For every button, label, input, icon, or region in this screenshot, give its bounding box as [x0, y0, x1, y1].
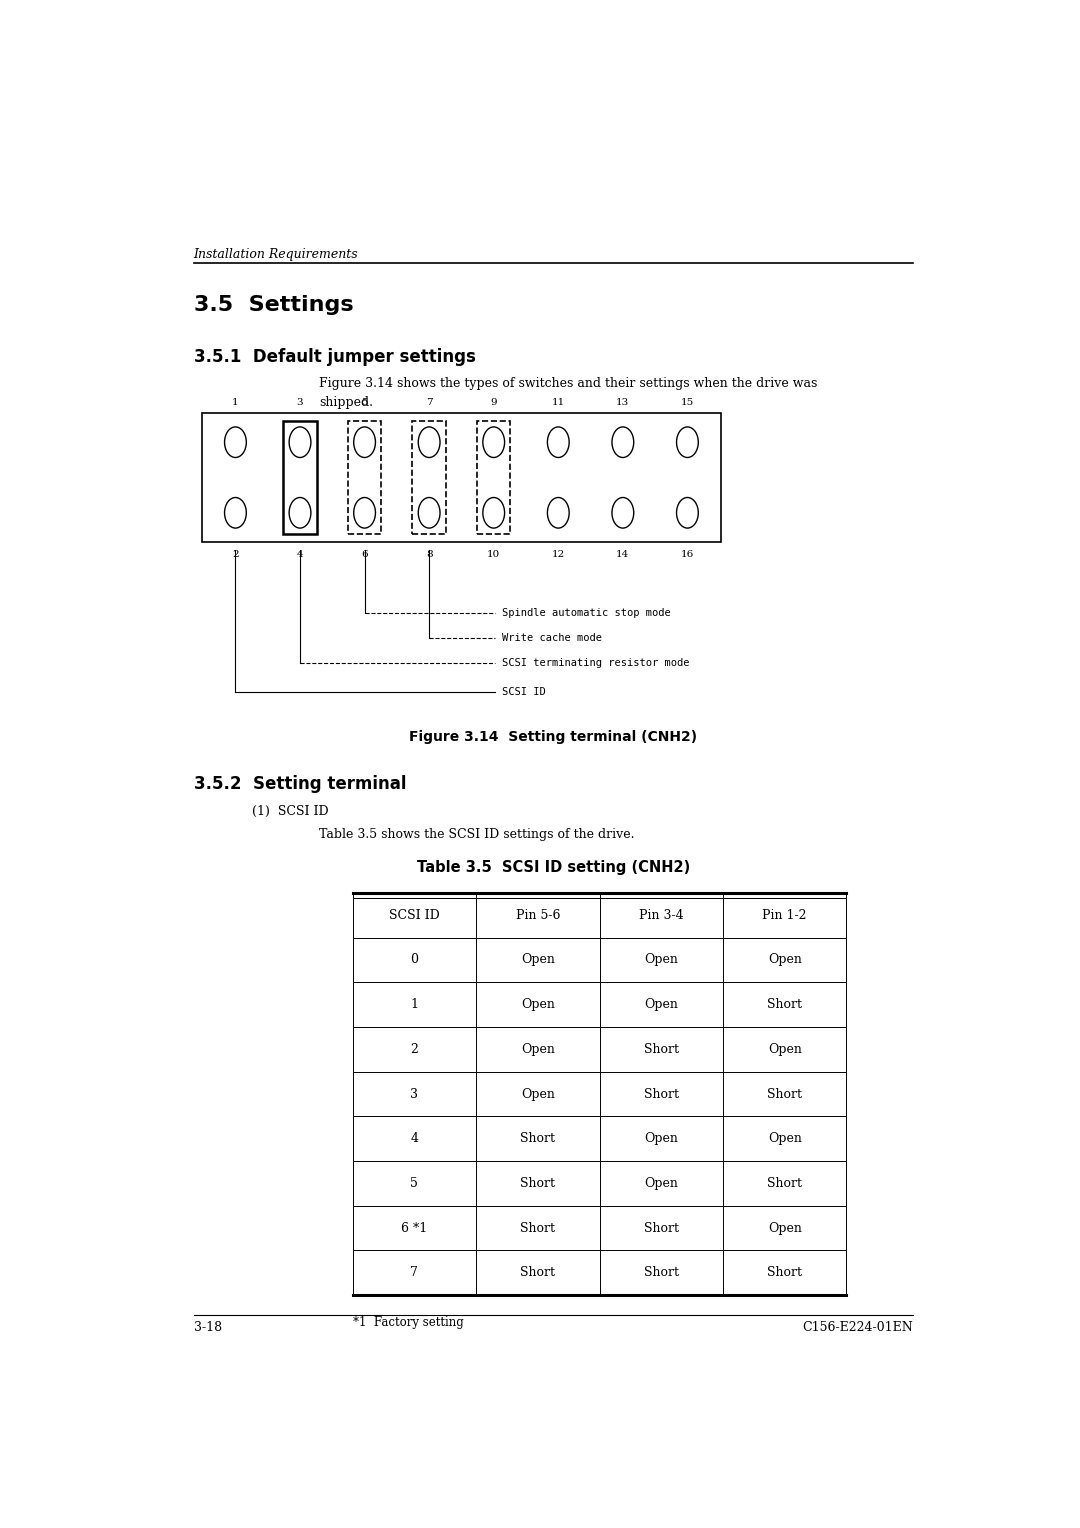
Text: 7: 7: [410, 1267, 418, 1279]
Text: Pin 1-2: Pin 1-2: [762, 909, 807, 921]
Text: 2: 2: [232, 550, 239, 559]
Text: Short: Short: [644, 1088, 678, 1100]
Text: 10: 10: [487, 550, 500, 559]
Text: C156-E224-01EN: C156-E224-01EN: [802, 1322, 914, 1334]
Text: 3.5  Settings: 3.5 Settings: [193, 295, 353, 315]
Text: Open: Open: [645, 953, 678, 966]
Text: Open: Open: [645, 1177, 678, 1190]
Text: Table 3.5  SCSI ID setting (CNH2): Table 3.5 SCSI ID setting (CNH2): [417, 860, 690, 876]
Text: Open: Open: [768, 1222, 801, 1235]
Text: 3-18: 3-18: [193, 1322, 221, 1334]
Text: 2: 2: [410, 1042, 418, 1056]
Text: 4: 4: [410, 1132, 418, 1144]
Text: Short: Short: [521, 1222, 555, 1235]
Text: 4: 4: [297, 550, 303, 559]
Text: Open: Open: [645, 998, 678, 1012]
Text: 5: 5: [410, 1177, 418, 1190]
Text: SCSI ID: SCSI ID: [501, 686, 545, 697]
Text: Table 3.5 shows the SCSI ID settings of the drive.: Table 3.5 shows the SCSI ID settings of …: [320, 828, 635, 840]
Text: Installation Requirements: Installation Requirements: [193, 248, 359, 261]
Text: Short: Short: [644, 1042, 678, 1056]
Text: 3.5.2  Setting terminal: 3.5.2 Setting terminal: [193, 775, 406, 793]
Text: Open: Open: [521, 953, 555, 966]
Text: 6 *1: 6 *1: [402, 1222, 428, 1235]
Text: Short: Short: [767, 1177, 802, 1190]
Text: 7: 7: [426, 397, 432, 406]
Text: 3.5.1  Default jumper settings: 3.5.1 Default jumper settings: [193, 348, 475, 367]
Text: 1: 1: [232, 397, 239, 406]
Text: Open: Open: [521, 1088, 555, 1100]
Text: 13: 13: [617, 397, 630, 406]
Text: Short: Short: [644, 1222, 678, 1235]
Text: Open: Open: [768, 1042, 801, 1056]
Bar: [202, 413, 720, 542]
Text: (1)  SCSI ID: (1) SCSI ID: [253, 805, 328, 817]
Text: Spindle automatic stop mode: Spindle automatic stop mode: [501, 608, 671, 617]
Text: Short: Short: [521, 1177, 555, 1190]
Text: Short: Short: [767, 1088, 802, 1100]
Text: 11: 11: [552, 397, 565, 406]
Text: 9: 9: [490, 397, 497, 406]
Text: 14: 14: [617, 550, 630, 559]
Text: Pin 3-4: Pin 3-4: [639, 909, 684, 921]
Text: Open: Open: [645, 1132, 678, 1144]
Text: Short: Short: [644, 1267, 678, 1279]
Text: Write cache mode: Write cache mode: [501, 633, 602, 642]
Text: Open: Open: [768, 953, 801, 966]
Text: Short: Short: [767, 1267, 802, 1279]
Text: Figure 3.14 shows the types of switches and their settings when the drive was
sh: Figure 3.14 shows the types of switches …: [320, 377, 818, 410]
Text: Short: Short: [521, 1267, 555, 1279]
Bar: [477, 422, 511, 533]
Text: Figure 3.14  Setting terminal (CNH2): Figure 3.14 Setting terminal (CNH2): [409, 730, 698, 744]
Text: Short: Short: [767, 998, 802, 1012]
Text: SCSI terminating resistor mode: SCSI terminating resistor mode: [501, 659, 689, 668]
Bar: [283, 422, 316, 533]
Text: 1: 1: [410, 998, 418, 1012]
Text: Open: Open: [521, 998, 555, 1012]
Text: SCSI ID: SCSI ID: [389, 909, 440, 921]
Text: Open: Open: [521, 1042, 555, 1056]
Text: *1  Factory setting: *1 Factory setting: [352, 1317, 463, 1329]
Text: Pin 5-6: Pin 5-6: [515, 909, 561, 921]
Text: 6: 6: [362, 550, 368, 559]
Text: Open: Open: [768, 1132, 801, 1144]
Text: 12: 12: [552, 550, 565, 559]
Bar: [413, 422, 446, 533]
Text: 16: 16: [680, 550, 694, 559]
Text: 5: 5: [362, 397, 368, 406]
Text: 8: 8: [426, 550, 432, 559]
Text: 15: 15: [680, 397, 694, 406]
Text: Short: Short: [521, 1132, 555, 1144]
Bar: [348, 422, 381, 533]
Text: 0: 0: [410, 953, 418, 966]
Text: 3: 3: [410, 1088, 418, 1100]
Text: 3: 3: [297, 397, 303, 406]
